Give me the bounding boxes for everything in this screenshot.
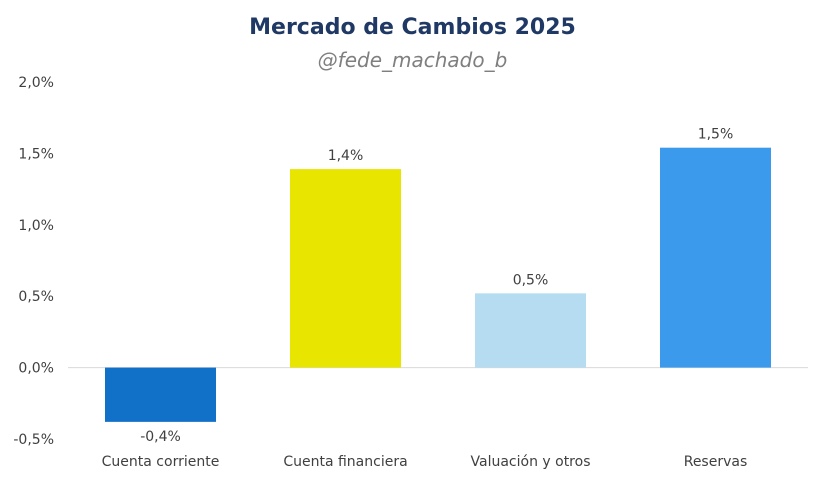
chart-subtitle: @fede_machado_b: [317, 48, 508, 72]
y-tick-label: 1,0%: [18, 218, 54, 234]
bar-1: [105, 367, 216, 422]
chart-title: Mercado de Cambios 2025: [249, 15, 576, 40]
data-label: -0,4%: [140, 429, 181, 445]
y-tick-label: 1,5%: [18, 146, 54, 162]
data-label: 1,5%: [698, 127, 734, 143]
bar-4: [660, 147, 771, 368]
category-label: Cuenta corriente: [102, 454, 220, 470]
bars-group: [105, 147, 771, 422]
bar-3: [475, 293, 586, 368]
bar-2: [290, 169, 401, 368]
y-axis: -0,5% 0,0% 0,5% 1,0% 1,5% 2,0%: [13, 75, 54, 448]
data-labels-group: -0,4% 1,4% 0,5% 1,5%: [140, 127, 733, 445]
y-tick-label: 0,0%: [18, 361, 54, 377]
data-label: 0,5%: [513, 272, 549, 288]
category-label: Valuación y otros: [471, 454, 591, 470]
data-label: 1,4%: [328, 148, 364, 164]
y-tick-label: -0,5%: [13, 432, 54, 448]
category-label: Reservas: [684, 454, 748, 470]
y-tick-label: 2,0%: [18, 75, 54, 91]
category-labels-group: Cuenta corriente Cuenta financiera Valuaci…: [102, 454, 748, 470]
category-label: Cuenta financiera: [283, 454, 407, 470]
y-tick-label: 0,5%: [18, 289, 54, 305]
